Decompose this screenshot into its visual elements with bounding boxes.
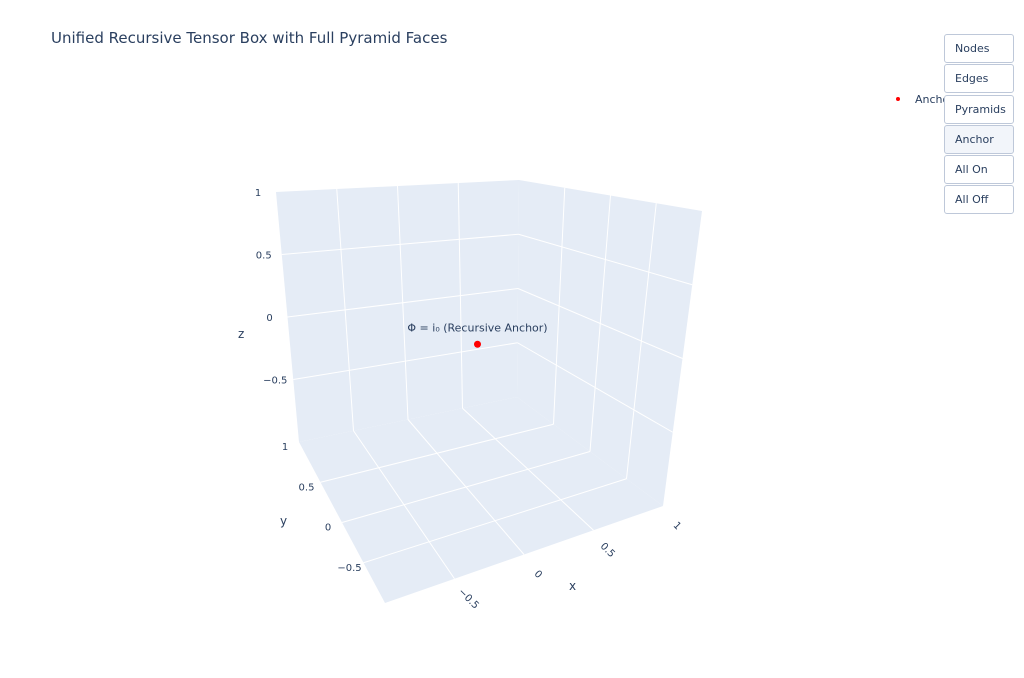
- anchor-button[interactable]: Anchor: [944, 124, 1014, 154]
- z-tick-label: 1: [255, 188, 261, 199]
- anchor-annotation: Φ = i₀ (Recursive Anchor): [407, 321, 547, 334]
- all-on-button[interactable]: All On: [944, 155, 1014, 185]
- y-axis-title: y: [280, 514, 287, 528]
- side-wall-grid-line: [517, 288, 683, 359]
- x-tick-label: 0.5: [598, 541, 617, 560]
- z-tick-label: −0.5: [263, 376, 287, 387]
- x-tick-label: 1: [671, 520, 683, 532]
- nodes-button[interactable]: Nodes: [944, 34, 1014, 63]
- y-tick-label: 1: [282, 442, 288, 453]
- scene-3d[interactable]: −0.5 0 0.5 1 −0.5 0 0.5 1 −0.5 0 0.5 1 z y x Φ = i₀…: [238, 180, 702, 611]
- y-tick-label: 0: [325, 523, 331, 534]
- z-tick-label: 0.5: [256, 251, 272, 262]
- z-axis-title: z: [238, 327, 244, 341]
- anchor-point[interactable]: [474, 340, 481, 348]
- z-tick-label: 0: [266, 313, 272, 324]
- grid-lines: [281, 182, 693, 580]
- side-wall-grid-line: [518, 233, 693, 286]
- floor-pane: [299, 397, 663, 603]
- y-tick-label: −0.5: [337, 563, 361, 574]
- floor-grid-line: [462, 407, 594, 531]
- pyramids-button[interactable]: Pyramids: [944, 94, 1014, 124]
- floor-grid-line: [341, 451, 591, 523]
- x-tick-label: 0: [532, 569, 544, 581]
- back-wall-grid-line: [287, 288, 519, 318]
- back-wall-grid-line: [281, 233, 519, 255]
- edges-button[interactable]: Edges: [944, 64, 1014, 94]
- all-off-button[interactable]: All Off: [944, 185, 1014, 215]
- chart-title: Unified Recursive Tensor Box with Full P…: [51, 29, 448, 47]
- back-wall-grid-line: [457, 182, 463, 409]
- layer-toggle-buttons: Nodes Edges Pyramids Anchor All On All O…: [944, 34, 1014, 216]
- back-wall-pane: [276, 180, 519, 442]
- floor-grid-line: [320, 423, 554, 483]
- side-wall-pane: [517, 180, 702, 506]
- x-axis-title: x: [569, 579, 576, 593]
- x-tick-label: −0.5: [456, 587, 481, 612]
- y-tick-label: 0.5: [299, 482, 315, 493]
- legend-anchor-marker: [896, 97, 900, 101]
- side-wall-grid-line: [553, 187, 566, 425]
